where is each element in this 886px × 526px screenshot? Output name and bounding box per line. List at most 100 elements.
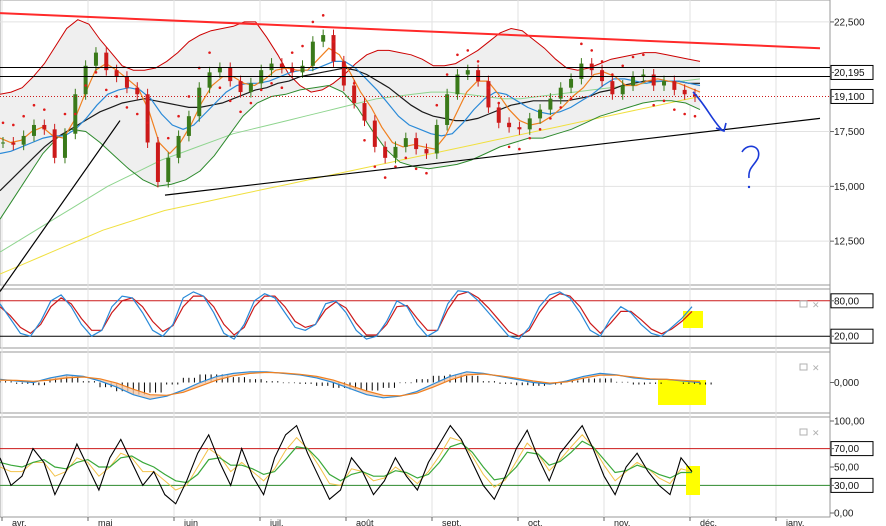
candle-body bbox=[166, 157, 171, 182]
candle-body bbox=[341, 61, 346, 86]
candle-body bbox=[589, 63, 594, 71]
candle-body bbox=[569, 78, 574, 88]
sar-dot bbox=[22, 114, 25, 118]
bollinger-band-area bbox=[0, 19, 700, 220]
price-tick-label: 22,500 bbox=[834, 17, 865, 28]
sar-dot bbox=[673, 108, 676, 111]
stochastic-panel bbox=[0, 290, 830, 340]
highlight-marker bbox=[658, 380, 706, 405]
candle-body bbox=[527, 118, 532, 130]
sar-dot bbox=[156, 160, 160, 164]
ma-slow-line bbox=[0, 67, 700, 192]
candle-body bbox=[414, 138, 419, 150]
month-label: sept. bbox=[442, 518, 462, 526]
macd-signal-line bbox=[0, 371, 701, 397]
sar-dot bbox=[383, 176, 387, 179]
macd-panel bbox=[0, 371, 712, 405]
macd-line bbox=[0, 371, 701, 400]
sar-dot bbox=[63, 112, 67, 116]
macd-tick-label: 0,000 bbox=[834, 378, 859, 389]
sar-dot bbox=[270, 82, 273, 85]
candle-body bbox=[507, 122, 512, 128]
rsi-tick-label: 0,00 bbox=[834, 509, 854, 520]
ma-mid-line bbox=[0, 60, 701, 155]
candle-body bbox=[21, 135, 26, 145]
maximize-icon[interactable] bbox=[799, 300, 808, 308]
sar-dot bbox=[466, 49, 470, 52]
rsi-tick-label: 50,00 bbox=[834, 463, 859, 474]
candle-body bbox=[352, 85, 357, 104]
rsi-slow-line bbox=[0, 440, 692, 484]
candle-body bbox=[269, 63, 274, 71]
candle-body bbox=[300, 65, 305, 73]
sar-dot bbox=[249, 101, 253, 105]
candle-body bbox=[207, 72, 212, 88]
close-icon[interactable]: ✕ bbox=[812, 301, 820, 311]
arrow-head bbox=[715, 122, 727, 133]
stochastic-tick-label: 80,00 bbox=[834, 296, 859, 307]
sar-dot bbox=[321, 14, 325, 17]
sar-dot bbox=[693, 114, 697, 118]
axis-labels: 22,500 17,500 15,000 12,500 20,195 19,100 80,0… bbox=[830, 17, 874, 520]
candle-body bbox=[62, 133, 67, 158]
sar-dot bbox=[611, 73, 614, 76]
sar-dot bbox=[507, 145, 511, 149]
sar-dot bbox=[239, 110, 242, 114]
sar-dot bbox=[600, 60, 604, 63]
sar-dot bbox=[528, 136, 532, 140]
sar-dot bbox=[53, 136, 56, 140]
month-label: juin bbox=[183, 518, 198, 526]
sar-dot bbox=[518, 147, 521, 151]
candle-body bbox=[93, 52, 98, 66]
stochastic-d-line bbox=[0, 291, 693, 337]
sar-dot bbox=[332, 40, 335, 43]
sar-dot bbox=[549, 117, 552, 120]
sar-dot bbox=[569, 97, 573, 100]
candle-body bbox=[538, 109, 543, 119]
sar-dot bbox=[146, 121, 149, 125]
candle-body bbox=[372, 120, 377, 147]
month-label: nov. bbox=[614, 518, 630, 526]
price-tick-label: 17,500 bbox=[834, 127, 865, 138]
sar-dot bbox=[487, 86, 490, 89]
sar-dot bbox=[538, 128, 542, 131]
month-label: oct. bbox=[528, 518, 543, 526]
candle-body bbox=[228, 67, 233, 82]
sar-dot bbox=[301, 44, 304, 48]
sar-dot bbox=[166, 136, 170, 140]
candle-body bbox=[455, 74, 460, 95]
maximize-icon[interactable] bbox=[799, 428, 808, 436]
price-tick-label: 12,500 bbox=[834, 237, 865, 248]
close-icon[interactable]: ✕ bbox=[812, 364, 820, 374]
month-label: avr. bbox=[12, 518, 27, 526]
month-label: août bbox=[356, 518, 374, 526]
sar-dot bbox=[621, 64, 625, 68]
sar-dot bbox=[476, 60, 480, 63]
sar-dot bbox=[580, 42, 583, 46]
candle-body bbox=[610, 81, 615, 95]
candle-body bbox=[476, 70, 481, 82]
candle-body bbox=[445, 94, 450, 125]
month-label: déc. bbox=[700, 518, 717, 526]
sar-dot bbox=[177, 114, 180, 118]
resistance-trendline bbox=[0, 12, 821, 50]
close-icon[interactable]: ✕ bbox=[812, 429, 820, 439]
sar-dot bbox=[435, 103, 439, 107]
candle-body bbox=[176, 135, 181, 158]
rsi-tick-label: 70,00 bbox=[834, 444, 859, 455]
sar-dot bbox=[280, 86, 284, 89]
candle-body bbox=[186, 116, 191, 136]
price-tick-label: 15,000 bbox=[834, 182, 865, 193]
sar-dot bbox=[125, 106, 129, 109]
maximize-icon[interactable] bbox=[799, 363, 808, 371]
candle-body bbox=[31, 124, 36, 136]
candle-body bbox=[693, 94, 697, 97]
sar-dot bbox=[631, 55, 635, 59]
stochastic-panel-frame bbox=[0, 288, 831, 349]
sar-dot bbox=[456, 53, 459, 57]
rsi-panel-frame bbox=[0, 416, 831, 518]
ma-long-line bbox=[0, 96, 701, 275]
candle-body bbox=[217, 67, 222, 73]
candle-body bbox=[403, 138, 408, 147]
